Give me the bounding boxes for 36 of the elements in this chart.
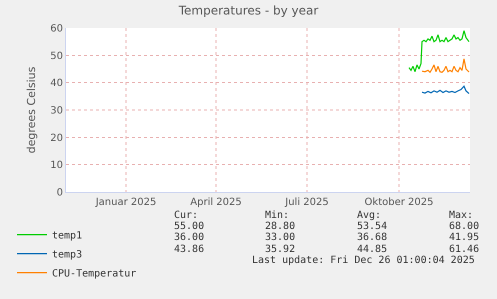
y-tick-label: 30 (50, 106, 63, 116)
text: 35.92 (265, 244, 296, 255)
x-tick-label: Januar 2025 (94, 197, 156, 208)
text: 36.00 (174, 232, 204, 243)
chart-title: Temperatures - by year (178, 3, 318, 18)
text: 33.00 (265, 232, 296, 243)
text: 68.00 (449, 221, 480, 232)
y-tick-label: 10 (50, 160, 63, 172)
x-tick-label: Oktober 2025 (364, 197, 434, 208)
text: 53.54 (357, 221, 388, 232)
text: 41.95 (449, 232, 480, 243)
text: 43.86 (174, 244, 204, 255)
legend-label: CPU-Temperatur (52, 268, 136, 280)
y-tick-label: 0 (56, 188, 63, 198)
text: 36.68 (357, 232, 388, 243)
legend-label: temp1 (52, 230, 82, 242)
text: Max: (449, 210, 474, 221)
y-tick-label: 60 (50, 24, 63, 34)
x-tick-label: Juli 2025 (284, 197, 329, 208)
y-tick-label: 50 (50, 50, 63, 62)
line-series (408, 30, 470, 72)
text: Min: (265, 210, 290, 221)
text: Last update: Fri Dec 26 01:00:04 2025 (252, 255, 475, 266)
text: 55.00 (174, 221, 204, 232)
text: 44.85 (357, 244, 388, 255)
y-tick-label: 40 (50, 78, 63, 90)
line-series (421, 58, 470, 73)
text: 28.80 (265, 221, 296, 232)
x-tick-label: April 2025 (190, 197, 242, 208)
line-series (421, 86, 470, 94)
text: 61.46 (449, 244, 480, 255)
text: Cur: (174, 210, 198, 221)
y-tick-label: 20 (50, 132, 63, 144)
y-axis-title: degrees Celsius (24, 66, 38, 154)
legend-label: temp3 (52, 250, 82, 261)
text: Avg: (357, 210, 382, 221)
